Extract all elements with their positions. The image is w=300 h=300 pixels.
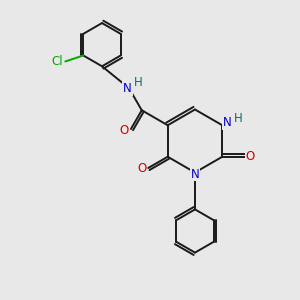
Text: N: N xyxy=(190,167,200,181)
Text: H: H xyxy=(134,76,143,89)
Text: N: N xyxy=(123,82,132,95)
Text: O: O xyxy=(246,150,255,163)
Text: O: O xyxy=(120,124,129,137)
Text: N: N xyxy=(223,116,232,129)
Text: O: O xyxy=(137,161,146,175)
Text: Cl: Cl xyxy=(51,55,63,68)
Text: H: H xyxy=(233,112,242,125)
